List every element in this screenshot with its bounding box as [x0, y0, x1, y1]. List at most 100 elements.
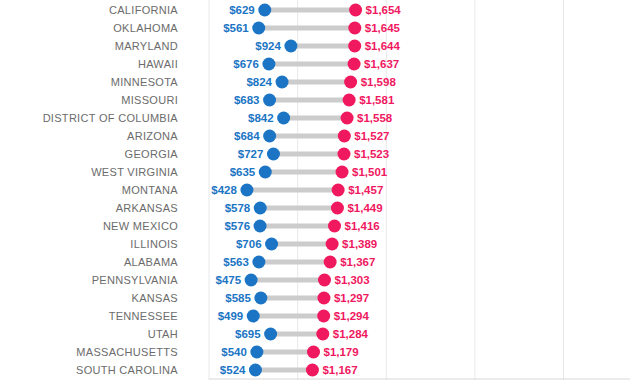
dot [341, 112, 354, 125]
dot [249, 364, 262, 377]
category-label: ALABAMA [124, 256, 178, 268]
dot [326, 238, 339, 251]
category-label: MONTANA [122, 184, 179, 196]
dot [263, 130, 276, 143]
data-label: $1,303 [334, 274, 369, 286]
category-label: DISTRICT OF COLUMBIA [43, 112, 179, 124]
category-label: ARKANSAS [116, 202, 178, 214]
data-label: $1,416 [345, 220, 380, 232]
category-label: KANSAS [132, 292, 178, 304]
dot [263, 94, 276, 107]
category-label: ARIZONA [127, 130, 178, 142]
dot [267, 148, 280, 161]
dot [240, 184, 253, 197]
data-label: $1,284 [333, 328, 369, 340]
data-label: $585 [225, 292, 251, 304]
data-label: $1,297 [334, 292, 369, 304]
dot [259, 166, 272, 179]
data-label: $1,457 [348, 184, 383, 196]
dot [252, 22, 265, 35]
grid-line [386, 0, 387, 380]
dot [284, 40, 297, 53]
data-label: $629 [229, 4, 255, 16]
dot [317, 292, 330, 305]
dot [338, 130, 351, 143]
connector [255, 368, 312, 373]
dot [343, 94, 356, 107]
data-label: $1,179 [323, 346, 358, 358]
dot [306, 364, 319, 377]
data-label: $1,523 [354, 148, 389, 160]
dot [276, 76, 289, 89]
connector [259, 26, 355, 31]
dot [348, 22, 361, 35]
data-label: $695 [235, 328, 261, 340]
data-label: $676 [233, 58, 259, 70]
dot [332, 184, 345, 197]
dot [250, 346, 263, 359]
connector [269, 62, 354, 67]
data-label: $561 [223, 22, 249, 34]
labels: CALIFORNIAOKLAHOMAMARYLANDHAWAIIMINNESOT… [43, 4, 402, 376]
data-label: $1,501 [352, 166, 388, 178]
dot [348, 58, 361, 71]
dot [317, 310, 330, 323]
connector [260, 206, 337, 211]
dot [336, 166, 349, 179]
data-label: $1,367 [340, 256, 375, 268]
category-label: SOUTH CAROLINA [76, 364, 178, 376]
category-label: MISSOURI [121, 94, 178, 106]
category-label: MASSACHUSETTS [76, 346, 178, 358]
dot [331, 202, 344, 215]
data-label: $578 [225, 202, 251, 214]
data-label: $924 [255, 40, 281, 52]
dot [307, 346, 320, 359]
category-label: MARYLAND [115, 40, 178, 52]
data-label: $563 [223, 256, 249, 268]
connector [291, 44, 355, 49]
dot [254, 220, 267, 233]
data-label: $524 [220, 364, 246, 376]
dot [252, 256, 265, 269]
category-label: WEST VIRGINIA [91, 166, 178, 178]
category-label: PENNSYLVANIA [92, 274, 179, 286]
data-label: $1,598 [361, 76, 397, 88]
data-label: $683 [234, 94, 260, 106]
data-label: $1,167 [322, 364, 357, 376]
data-label: $1,558 [357, 112, 393, 124]
category-label: NEW MEXICO [103, 220, 178, 232]
data-label: $824 [246, 76, 272, 88]
connector [273, 152, 344, 157]
x-axis-line [209, 379, 630, 380]
data-label: $1,527 [354, 130, 389, 142]
category-label: OKLAHOMA [113, 22, 178, 34]
category-label: GEORGIA [125, 148, 179, 160]
chart-svg: CALIFORNIAOKLAHOMAMARYLANDHAWAIIMINNESOT… [0, 0, 630, 380]
data-label: $727 [238, 148, 264, 160]
data-label: $1,449 [347, 202, 382, 214]
category-label: HAWAII [138, 58, 178, 70]
connector [265, 170, 342, 175]
category-label: ILLINOIS [130, 238, 178, 250]
dot [337, 148, 350, 161]
category-label: CALIFORNIA [109, 4, 178, 16]
data-label: $428 [211, 184, 237, 196]
data-label: $540 [221, 346, 247, 358]
connector [282, 80, 351, 85]
connector [271, 332, 323, 337]
dot [318, 274, 331, 287]
dot [349, 4, 362, 17]
connector [251, 278, 324, 283]
data-label: $576 [224, 220, 250, 232]
connector [270, 134, 345, 139]
data-label: $635 [230, 166, 256, 178]
dot [254, 292, 267, 305]
dot [344, 76, 357, 89]
data-label: $499 [218, 310, 244, 322]
dot [264, 328, 277, 341]
connector [259, 260, 330, 265]
dot [324, 256, 337, 269]
dot [258, 4, 271, 17]
connector [253, 314, 323, 319]
dot [328, 220, 341, 233]
